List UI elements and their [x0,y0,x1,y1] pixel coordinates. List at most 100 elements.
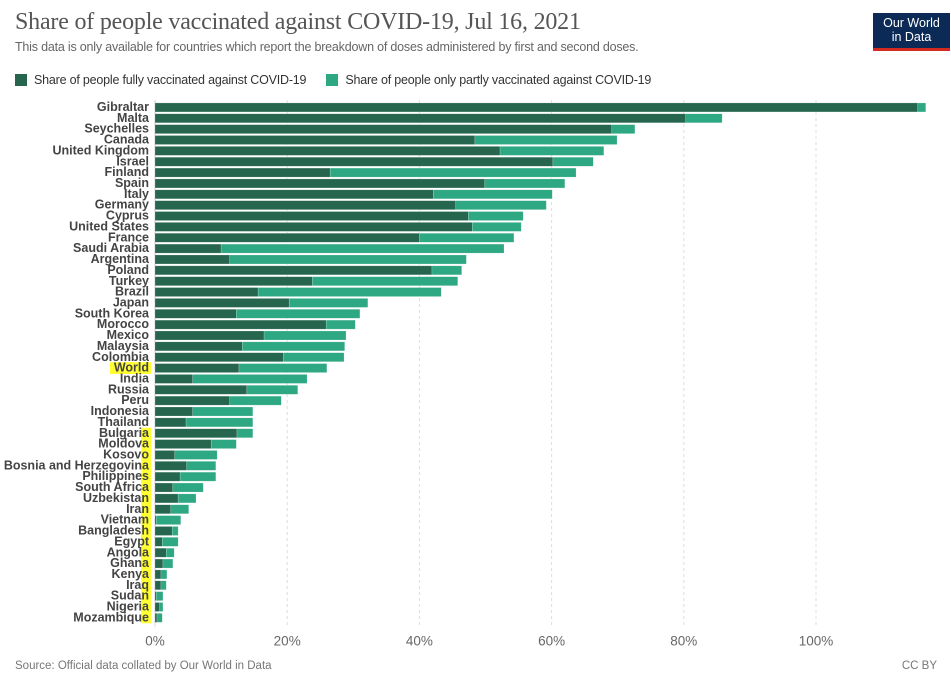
bar-fully-vaccinated[interactable] [154,135,476,145]
bar-partly-vaccinated[interactable] [156,613,163,623]
bar-partly-vaccinated[interactable] [186,461,217,471]
bar-fully-vaccinated[interactable] [154,211,469,221]
bar-fully-vaccinated[interactable] [154,341,243,352]
bar-partly-vaccinated[interactable] [156,591,164,601]
bar-fully-vaccinated[interactable] [154,363,240,373]
bar-fully-vaccinated[interactable] [154,113,687,124]
bar-fully-vaccinated[interactable] [154,352,284,362]
bar-partly-vaccinated[interactable] [325,319,356,330]
bar-partly-vaccinated[interactable] [179,471,217,482]
source-note[interactable]: Source: Official data collated by Our Wo… [15,660,272,672]
bar-fully-vaccinated[interactable] [154,580,162,591]
bar-fully-vaccinated[interactable] [154,439,212,449]
bar-partly-vaccinated[interactable] [433,189,553,200]
owid-logo[interactable]: Our World in Data [873,13,950,51]
bar-partly-vaccinated[interactable] [172,482,204,493]
bar-fully-vaccinated[interactable] [154,374,193,384]
bar-partly-vaccinated[interactable] [229,395,282,406]
bar-partly-vaccinated[interactable] [171,526,179,536]
bar-fully-vaccinated[interactable] [154,298,290,308]
bar-partly-vaccinated[interactable] [156,515,182,525]
bar-partly-vaccinated[interactable] [474,135,618,145]
legend-item-partly[interactable]: Share of people only partly vaccinated a… [326,73,651,87]
bar-partly-vaccinated[interactable] [165,547,175,558]
bar-partly-vaccinated[interactable] [468,211,524,221]
license-label[interactable]: CC BY [901,660,937,672]
bar-partly-vaccinated[interactable] [236,309,361,319]
bar-partly-vaccinated[interactable] [263,330,347,341]
bar-fully-vaccinated[interactable] [154,200,457,210]
bar-partly-vaccinated[interactable] [611,124,636,134]
bar-partly-vaccinated[interactable] [192,406,254,417]
bar-partly-vaccinated[interactable] [472,222,522,232]
bar-partly-vaccinated[interactable] [685,113,723,124]
bar-partly-vaccinated[interactable] [257,287,442,297]
bar-partly-vaccinated[interactable] [499,146,605,156]
bar-fully-vaccinated[interactable] [154,189,434,200]
bar-partly-vaccinated[interactable] [229,254,467,265]
bar-fully-vaccinated[interactable] [154,406,193,417]
bar-partly-vaccinated[interactable] [192,374,308,384]
legend-item-fully[interactable]: Share of people fully vaccinated against… [15,73,307,87]
bar-fully-vaccinated[interactable] [154,450,176,460]
bar-partly-vaccinated[interactable] [170,504,189,514]
bar-partly-vaccinated[interactable] [174,450,218,460]
bar-partly-vaccinated[interactable] [242,341,345,352]
bar-partly-vaccinated[interactable] [238,363,328,373]
bar-partly-vaccinated[interactable] [455,200,547,210]
bar-fully-vaccinated[interactable] [154,222,473,232]
bar-fully-vaccinated[interactable] [154,558,164,569]
bar-partly-vaccinated[interactable] [210,439,237,449]
bar-fully-vaccinated[interactable] [154,233,420,243]
x-tick-label: 20% [274,633,301,648]
bar-fully-vaccinated[interactable] [154,309,237,319]
bar-fully-vaccinated[interactable] [154,461,187,471]
bar-fully-vaccinated[interactable] [154,471,181,482]
bar-fully-vaccinated[interactable] [154,547,167,558]
bar-partly-vaccinated[interactable] [282,352,345,362]
bar-fully-vaccinated[interactable] [154,167,331,178]
bar-fully-vaccinated[interactable] [154,124,613,134]
bar-fully-vaccinated[interactable] [154,178,486,189]
bar-fully-vaccinated[interactable] [154,428,238,438]
bar-fully-vaccinated[interactable] [154,319,327,330]
bar-partly-vaccinated[interactable] [917,102,926,113]
bar-fully-vaccinated[interactable] [154,156,554,167]
bar-partly-vaccinated[interactable] [185,417,254,428]
bar-partly-vaccinated[interactable] [431,265,462,276]
bar-fully-vaccinated[interactable] [154,526,173,536]
bar-partly-vaccinated[interactable] [552,156,594,167]
bar-fully-vaccinated[interactable] [154,395,230,406]
bar-fully-vaccinated[interactable] [154,243,222,254]
bar-fully-vaccinated[interactable] [154,146,501,156]
bar-fully-vaccinated[interactable] [154,569,162,580]
bar-partly-vaccinated[interactable] [236,428,254,438]
bar-fully-vaccinated[interactable] [154,613,158,623]
bar-partly-vaccinated[interactable] [160,580,167,591]
bar-partly-vaccinated[interactable] [484,178,566,189]
bar-partly-vaccinated[interactable] [220,243,505,254]
bar-partly-vaccinated[interactable] [288,298,369,308]
bar-fully-vaccinated[interactable] [154,537,163,547]
bar-fully-vaccinated[interactable] [154,417,187,428]
bar-partly-vaccinated[interactable] [246,385,299,395]
bar-fully-vaccinated[interactable] [154,265,433,276]
bar-fully-vaccinated[interactable] [154,276,313,286]
bar-partly-vaccinated[interactable] [162,558,174,569]
bar-fully-vaccinated[interactable] [154,493,179,504]
bar-partly-vaccinated[interactable] [160,569,168,580]
bar-partly-vaccinated[interactable] [159,602,164,612]
bar-fully-vaccinated[interactable] [154,254,230,265]
bar-partly-vaccinated[interactable] [329,167,577,178]
bar-fully-vaccinated[interactable] [154,602,160,612]
bar-fully-vaccinated[interactable] [154,385,248,395]
bar-partly-vaccinated[interactable] [177,493,197,504]
bar-fully-vaccinated[interactable] [154,287,259,297]
bar-fully-vaccinated[interactable] [154,102,919,113]
bar-fully-vaccinated[interactable] [154,482,174,493]
bar-partly-vaccinated[interactable] [312,276,458,286]
bar-partly-vaccinated[interactable] [419,233,515,243]
bar-fully-vaccinated[interactable] [154,330,265,341]
bar-fully-vaccinated[interactable] [154,504,172,514]
bar-partly-vaccinated[interactable] [162,537,179,547]
